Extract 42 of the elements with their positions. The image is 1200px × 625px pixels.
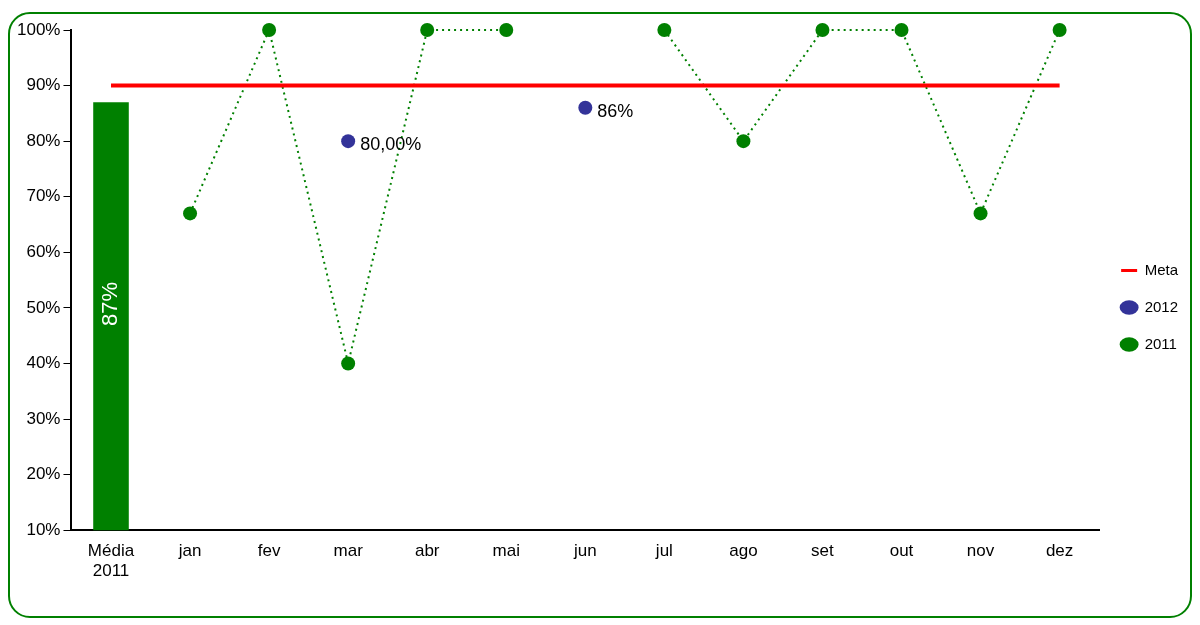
point: [894, 23, 909, 37]
data-label: 80,00%: [360, 134, 422, 155]
point: [420, 23, 435, 37]
point: [183, 206, 198, 221]
x-tick-label: fev: [257, 541, 281, 561]
y-tick-label: 40%: [26, 353, 61, 373]
point: [341, 134, 356, 149]
x-tick-label: jul: [654, 541, 673, 561]
x-tick-label: abr: [414, 541, 440, 561]
legend-label: Meta: [1144, 260, 1179, 278]
x-tick-label: mai: [492, 541, 520, 561]
x-tick-label: dez: [1045, 541, 1074, 561]
point: [973, 206, 988, 221]
point: [262, 23, 277, 37]
point: [815, 23, 830, 37]
x-tick-label: jun: [572, 541, 597, 561]
point: [1052, 23, 1067, 37]
y-tick-label: 90%: [26, 75, 61, 95]
y-tick-label: 70%: [26, 186, 61, 206]
x-tick-label: ago: [729, 541, 758, 561]
point: [499, 23, 514, 37]
y-tick-label: 50%: [26, 297, 61, 317]
x-tick-label: nov: [966, 541, 995, 561]
y-tick-label: 30%: [26, 408, 61, 428]
x-tick-label: mar: [333, 541, 364, 561]
point: [736, 134, 751, 149]
legend-label: 2012: [1144, 297, 1179, 315]
x-tick-label: Média 2011: [87, 541, 135, 581]
point: [657, 23, 672, 37]
y-tick-label: 20%: [26, 464, 61, 484]
data-label: 87%: [97, 281, 123, 327]
y-tick-label: 80%: [26, 130, 61, 150]
x-tick-label: out: [889, 541, 914, 561]
point: [341, 356, 356, 371]
x-tick-label: set: [811, 541, 835, 561]
point: [578, 100, 593, 115]
x-tick-label: jan: [177, 541, 202, 561]
y-tick-label: 10%: [26, 519, 61, 539]
y-tick-label: 100%: [17, 19, 61, 39]
legend-label: 2011: [1144, 334, 1177, 352]
y-tick-label: 60%: [26, 242, 61, 261]
data-label: 86%: [597, 100, 634, 121]
